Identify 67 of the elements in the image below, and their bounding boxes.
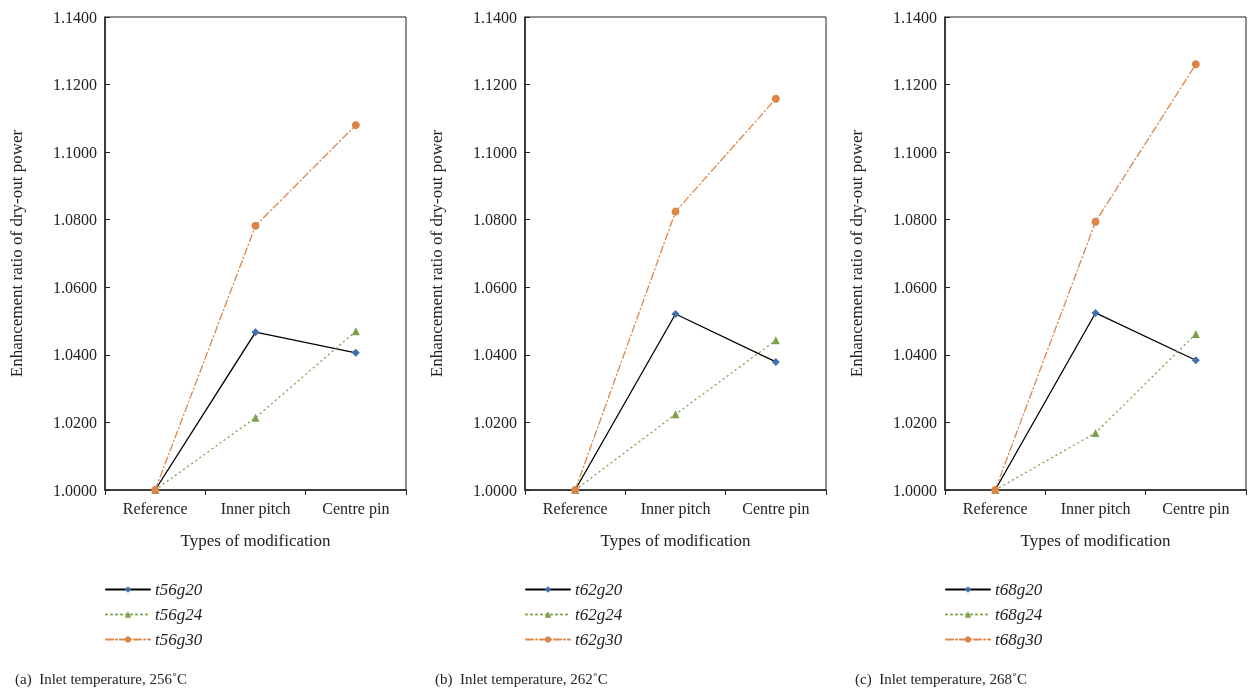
point	[671, 309, 680, 318]
point	[251, 413, 260, 422]
y-tick-label: 1.0400	[893, 346, 937, 364]
y-tick-label: 1.0400	[53, 346, 97, 364]
y-tick-label: 1.1400	[53, 8, 97, 26]
point	[251, 328, 260, 337]
point	[251, 221, 260, 230]
text: (a) Inlet temperature, 256˚C	[15, 670, 188, 688]
y-tick-label: 1.0800	[893, 211, 937, 229]
x-tick-label: Inner pitch	[640, 499, 711, 518]
y-axis-title: Enhancement ratio of dry-out power	[7, 129, 26, 378]
point	[351, 121, 360, 130]
y-tick-label: 1.0800	[473, 211, 517, 229]
text: (c) Inlet temperature, 268˚C	[855, 670, 1028, 688]
point	[1091, 308, 1100, 317]
legend-label: t68g30	[995, 630, 1043, 649]
y-tick-label: 1.0600	[53, 278, 97, 296]
point	[1091, 428, 1100, 437]
x-axis-title: Types of modification	[180, 531, 331, 550]
y-tick-label: 1.0400	[473, 346, 517, 364]
legend-label: t62g24	[575, 605, 623, 624]
y-tick-label: 1.0200	[473, 413, 517, 431]
x-tick-label: Centre pin	[1162, 499, 1230, 518]
x-tick-label: Centre pin	[742, 499, 810, 518]
point	[1191, 329, 1200, 338]
x-tick-label: Reference	[542, 499, 608, 517]
point	[351, 348, 360, 357]
x-tick-label: Reference	[122, 499, 188, 517]
y-tick-label: 1.0600	[473, 278, 517, 296]
text: (b) Inlet temperature, 262˚C	[435, 670, 608, 688]
y-axis-title: Enhancement ratio of dry-out power	[427, 129, 446, 378]
y-tick-label: 1.0600	[893, 278, 937, 296]
point	[771, 94, 780, 103]
y-tick-label: 1.1000	[473, 143, 517, 161]
y-tick-label: 1.1400	[473, 8, 517, 26]
legend-label: t68g24	[995, 605, 1043, 624]
y-tick-label: 1.0200	[53, 413, 97, 431]
y-axis-title: Enhancement ratio of dry-out power	[847, 129, 866, 378]
y-tick-label: 1.0000	[893, 481, 937, 499]
x-axis-title: Types of modification	[1020, 531, 1171, 550]
point	[1191, 60, 1200, 69]
x-tick-label: Reference	[962, 499, 1028, 517]
y-tick-label: 1.0200	[893, 413, 937, 431]
point	[671, 410, 680, 419]
y-tick-label: 1.1000	[53, 143, 97, 161]
point	[671, 207, 680, 216]
y-tick-label: 1.1200	[473, 76, 517, 94]
x-axis-title: Types of modification	[600, 531, 751, 550]
legend-label: t56g20	[155, 580, 203, 599]
y-tick-label: 1.1400	[893, 8, 937, 26]
legend-label: t62g30	[575, 630, 623, 649]
legend-label: t68g20	[995, 580, 1043, 599]
point	[1191, 356, 1200, 365]
y-tick-label: 1.0000	[53, 481, 97, 499]
legend-label: t56g24	[155, 605, 203, 624]
x-tick-label: Inner pitch	[220, 499, 291, 518]
y-tick-label: 1.0800	[53, 211, 97, 229]
x-tick-label: Inner pitch	[1060, 499, 1131, 518]
y-tick-label: 1.1200	[53, 76, 97, 94]
y-tick-label: 1.1200	[893, 76, 937, 94]
legend-label: t56g30	[155, 630, 203, 649]
point	[1091, 217, 1100, 226]
y-tick-label: 1.0000	[473, 481, 517, 499]
y-tick-label: 1.1000	[893, 143, 937, 161]
point	[771, 357, 780, 366]
legend-label: t62g20	[575, 580, 623, 599]
x-tick-label: Centre pin	[322, 499, 390, 518]
